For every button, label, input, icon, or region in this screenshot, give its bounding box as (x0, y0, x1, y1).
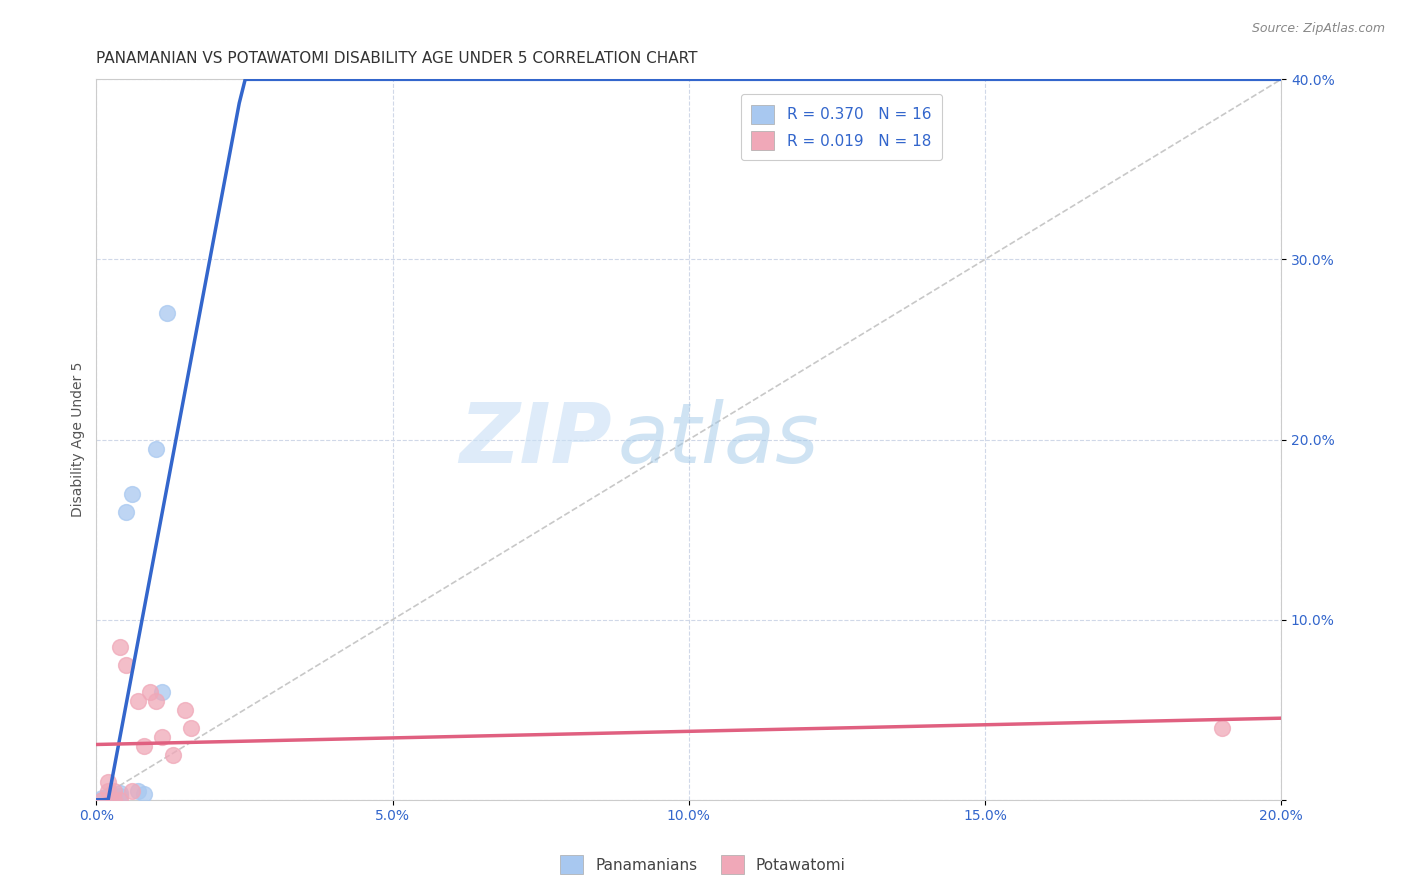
Text: Source: ZipAtlas.com: Source: ZipAtlas.com (1251, 22, 1385, 36)
Point (150, 730, 173, 744)
Point (108, 789, 131, 804)
Point (138, 684, 160, 698)
Point (132, 739, 155, 753)
Legend: Panamanians, Potawatomi: Panamanians, Potawatomi (554, 849, 852, 880)
Point (108, 640, 131, 654)
Y-axis label: Disability Age Under 5: Disability Age Under 5 (72, 362, 86, 517)
Point (97, 774, 120, 789)
Point (150, 684, 173, 698)
Point (97, 789, 120, 804)
Point (103, 793, 125, 807)
Point (103, 793, 125, 807)
Point (97, 793, 120, 807)
Point (91, 793, 114, 807)
Point (127, 783, 149, 797)
Legend: R = 0.370   N = 16, R = 0.019   N = 18: R = 0.370 N = 16, R = 0.019 N = 18 (741, 95, 942, 161)
Point (97, 783, 120, 797)
Point (145, 442, 167, 456)
Text: ZIP: ZIP (460, 399, 612, 480)
Text: atlas: atlas (617, 399, 820, 480)
Point (108, 793, 131, 807)
Point (115, 505, 138, 519)
Text: PANAMANIAN VS POTAWATOMI DISABILITY AGE UNDER 5 CORRELATION CHART: PANAMANIAN VS POTAWATOMI DISABILITY AGE … (97, 51, 697, 66)
Point (180, 721, 202, 735)
Point (91, 793, 114, 807)
Point (162, 747, 184, 762)
Point (145, 694, 167, 708)
Point (127, 694, 149, 708)
Point (1211, 721, 1233, 735)
Point (156, 306, 179, 320)
Point (121, 783, 143, 797)
Point (132, 788, 155, 802)
Point (108, 786, 131, 800)
Point (103, 791, 125, 805)
Point (121, 486, 143, 500)
Point (115, 657, 138, 672)
Point (174, 703, 197, 717)
Point (91, 791, 114, 805)
Point (103, 789, 125, 804)
Point (103, 783, 125, 797)
